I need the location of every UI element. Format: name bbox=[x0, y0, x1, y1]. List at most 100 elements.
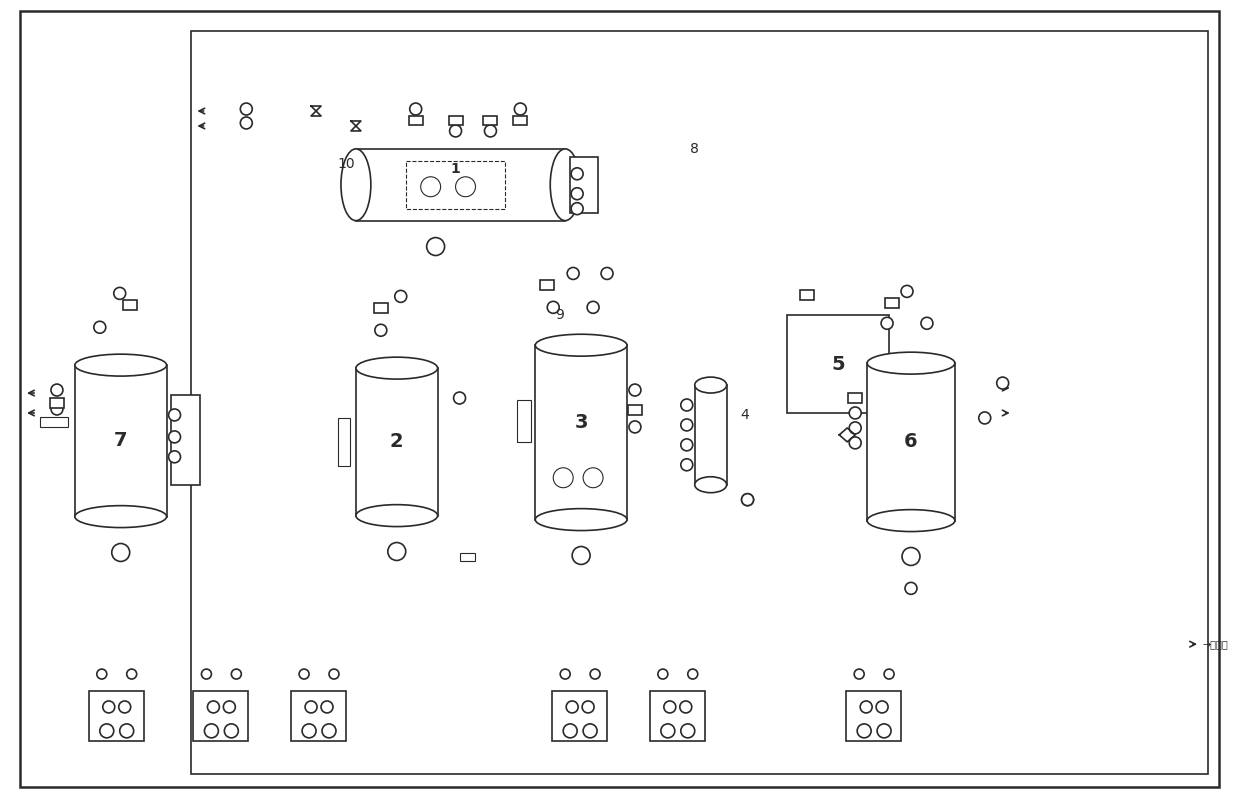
Ellipse shape bbox=[695, 377, 726, 393]
Bar bbox=[535, 345, 627, 520]
Circle shape bbox=[302, 724, 316, 737]
Text: →流出物: →流出物 bbox=[1203, 639, 1229, 649]
Bar bbox=[40, 417, 68, 427]
Text: 5: 5 bbox=[831, 355, 845, 374]
Circle shape bbox=[885, 669, 895, 679]
Bar bbox=[449, 117, 462, 126]
Circle shape bbox=[664, 701, 675, 713]
Text: 6: 6 bbox=[904, 432, 918, 451]
Text: 3: 3 bbox=[575, 413, 587, 432]
Circle shape bbox=[240, 117, 253, 129]
Circle shape bbox=[572, 546, 590, 564]
Circle shape bbox=[560, 669, 570, 679]
Circle shape bbox=[901, 285, 913, 297]
Circle shape bbox=[881, 318, 893, 330]
Circle shape bbox=[321, 701, 333, 713]
Circle shape bbox=[204, 724, 218, 737]
Circle shape bbox=[456, 177, 476, 197]
Circle shape bbox=[849, 437, 861, 449]
Bar bbox=[513, 117, 528, 126]
Bar bbox=[193, 691, 248, 741]
Circle shape bbox=[902, 547, 921, 566]
Circle shape bbox=[450, 125, 462, 137]
Ellipse shape bbox=[535, 334, 627, 356]
Bar bbox=[695, 385, 726, 484]
Bar bbox=[374, 303, 388, 314]
Circle shape bbox=[660, 724, 675, 737]
Bar bbox=[540, 280, 554, 290]
Circle shape bbox=[169, 431, 181, 442]
Ellipse shape bbox=[550, 149, 580, 221]
Bar bbox=[338, 418, 349, 466]
Circle shape bbox=[680, 439, 693, 451]
Circle shape bbox=[330, 669, 339, 679]
Bar bbox=[483, 117, 497, 126]
Text: 8: 8 bbox=[690, 142, 699, 156]
Ellipse shape bbox=[695, 476, 726, 492]
Circle shape bbox=[453, 392, 466, 404]
Bar bbox=[171, 395, 201, 484]
Text: 10: 10 bbox=[337, 157, 354, 171]
Circle shape bbox=[97, 669, 107, 679]
Circle shape bbox=[566, 701, 579, 713]
Circle shape bbox=[904, 583, 917, 594]
Ellipse shape bbox=[341, 149, 370, 221]
Bar bbox=[356, 149, 565, 221]
Circle shape bbox=[169, 409, 181, 421]
Bar bbox=[50, 398, 64, 408]
Text: 1: 1 bbox=[451, 162, 461, 176]
Circle shape bbox=[921, 318, 933, 330]
Circle shape bbox=[299, 669, 309, 679]
Circle shape bbox=[169, 451, 181, 463]
Circle shape bbox=[849, 407, 861, 419]
Text: 7: 7 bbox=[114, 431, 128, 451]
Bar bbox=[460, 554, 476, 562]
Circle shape bbox=[571, 202, 584, 214]
Circle shape bbox=[680, 701, 691, 713]
Bar bbox=[291, 691, 346, 741]
Bar bbox=[628, 405, 642, 415]
Bar bbox=[650, 691, 705, 741]
Text: 9: 9 bbox=[555, 309, 564, 322]
Circle shape bbox=[680, 724, 695, 737]
Circle shape bbox=[854, 669, 864, 679]
Circle shape bbox=[410, 103, 421, 115]
Circle shape bbox=[601, 268, 613, 280]
Circle shape bbox=[571, 168, 584, 180]
Circle shape bbox=[224, 724, 238, 737]
Circle shape bbox=[126, 669, 136, 679]
Text: 4: 4 bbox=[740, 408, 748, 422]
Bar bbox=[846, 691, 901, 741]
Bar bbox=[800, 290, 814, 301]
Bar bbox=[788, 315, 890, 413]
Text: 2: 2 bbox=[390, 432, 404, 451]
Circle shape bbox=[51, 384, 63, 396]
Circle shape bbox=[680, 399, 693, 411]
Circle shape bbox=[587, 301, 600, 314]
Circle shape bbox=[94, 322, 105, 333]
Circle shape bbox=[629, 384, 641, 396]
Circle shape bbox=[426, 238, 445, 256]
Ellipse shape bbox=[867, 352, 955, 374]
Circle shape bbox=[582, 701, 593, 713]
Circle shape bbox=[100, 724, 114, 737]
Bar bbox=[849, 393, 862, 403]
Circle shape bbox=[680, 419, 693, 431]
Bar bbox=[89, 691, 144, 741]
Circle shape bbox=[860, 701, 872, 713]
Circle shape bbox=[51, 403, 63, 415]
Circle shape bbox=[395, 290, 406, 302]
Circle shape bbox=[688, 669, 698, 679]
Bar bbox=[570, 157, 598, 213]
Ellipse shape bbox=[74, 505, 166, 528]
Bar bbox=[356, 368, 437, 516]
Circle shape bbox=[590, 669, 600, 679]
Circle shape bbox=[240, 103, 253, 115]
Circle shape bbox=[120, 724, 134, 737]
Circle shape bbox=[742, 494, 753, 505]
Bar bbox=[553, 691, 607, 741]
Ellipse shape bbox=[356, 357, 437, 379]
Circle shape bbox=[484, 125, 497, 137]
Circle shape bbox=[658, 669, 668, 679]
Circle shape bbox=[564, 724, 577, 737]
